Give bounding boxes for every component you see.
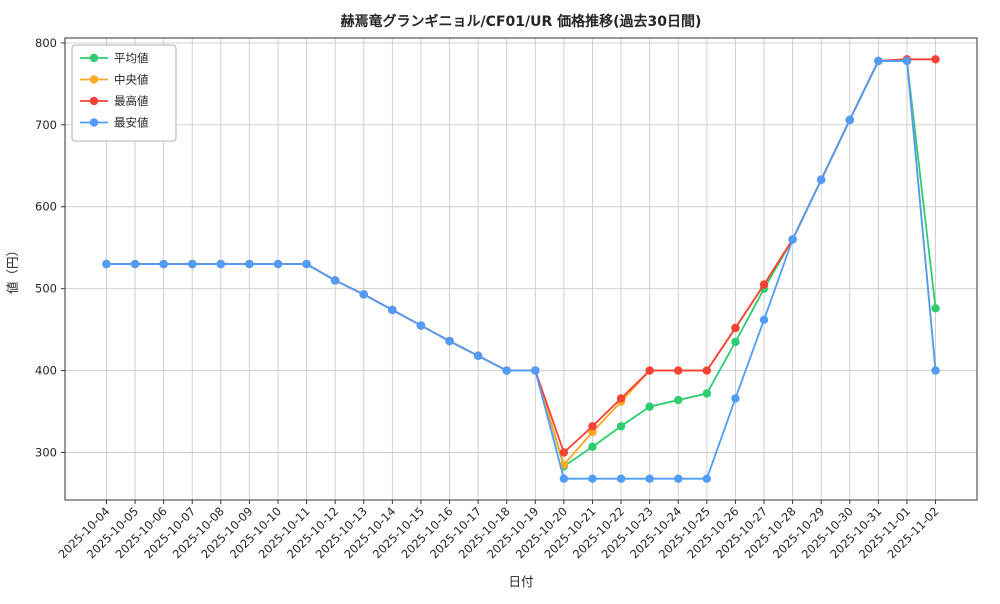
legend-marker <box>89 118 99 127</box>
data-point <box>845 115 854 125</box>
y-tick-label: 600 <box>35 200 57 214</box>
data-point <box>445 336 454 346</box>
y-tick-label: 300 <box>35 445 57 459</box>
y-axis-label: 値（円） <box>5 244 20 294</box>
gridlines <box>65 38 977 500</box>
data-point <box>330 276 340 285</box>
data-point <box>816 175 826 184</box>
series-lines <box>102 55 940 483</box>
legend-marker <box>89 75 99 84</box>
data-point <box>188 259 197 269</box>
x-axis-label: 日付 <box>508 574 533 589</box>
data-point <box>674 474 683 483</box>
data-point <box>588 474 597 483</box>
data-point <box>674 366 683 375</box>
data-point <box>759 315 769 324</box>
legend-label: 平均値 <box>114 51 149 65</box>
data-point <box>616 394 626 403</box>
data-point <box>359 290 368 299</box>
data-point <box>502 366 511 375</box>
data-point <box>388 305 397 315</box>
data-point <box>931 55 940 64</box>
data-point <box>559 448 569 457</box>
data-point <box>674 395 683 405</box>
data-point <box>588 442 597 451</box>
data-point <box>931 304 940 313</box>
legend-marker <box>89 53 99 63</box>
data-point <box>788 235 797 244</box>
data-point <box>702 389 712 398</box>
data-point <box>130 259 140 269</box>
data-point <box>302 259 311 269</box>
plot-border <box>64 37 978 501</box>
y-tick-label: 800 <box>35 36 57 50</box>
data-point <box>473 351 483 361</box>
data-point <box>588 422 597 431</box>
data-point <box>645 366 654 375</box>
data-point <box>159 259 168 269</box>
y-tick-label: 700 <box>35 118 57 132</box>
data-point <box>702 474 712 483</box>
data-point <box>559 460 569 469</box>
data-point <box>273 259 283 269</box>
data-point <box>731 323 740 333</box>
data-point <box>559 474 569 483</box>
data-point <box>731 337 740 347</box>
data-point <box>931 366 940 375</box>
y-tick-label: 500 <box>35 282 57 296</box>
data-point <box>245 259 254 269</box>
y-tick-label: 400 <box>35 364 57 378</box>
data-point <box>616 422 626 431</box>
data-point <box>102 259 111 269</box>
legend-label: 中央値 <box>114 73 149 87</box>
legend-box <box>71 44 177 142</box>
data-point <box>702 366 712 375</box>
data-point <box>645 402 654 411</box>
data-point <box>731 394 740 403</box>
chart-title: 赫焉竜グランギニョル/CF01/UR 価格推移(過去30日間) <box>341 13 702 30</box>
series-line-最高値 <box>106 58 936 454</box>
data-point <box>416 321 426 330</box>
data-point <box>902 56 912 66</box>
legend-label: 最安値 <box>114 116 149 130</box>
data-point <box>759 280 769 289</box>
series-line-最安値 <box>106 60 937 480</box>
data-point <box>216 259 226 269</box>
data-point <box>531 366 540 375</box>
data-point <box>874 56 883 66</box>
legend-label: 最高値 <box>114 94 149 108</box>
data-point <box>645 474 654 483</box>
data-point <box>616 474 626 483</box>
legend-marker <box>89 96 99 106</box>
series-line-中央値 <box>106 58 937 466</box>
